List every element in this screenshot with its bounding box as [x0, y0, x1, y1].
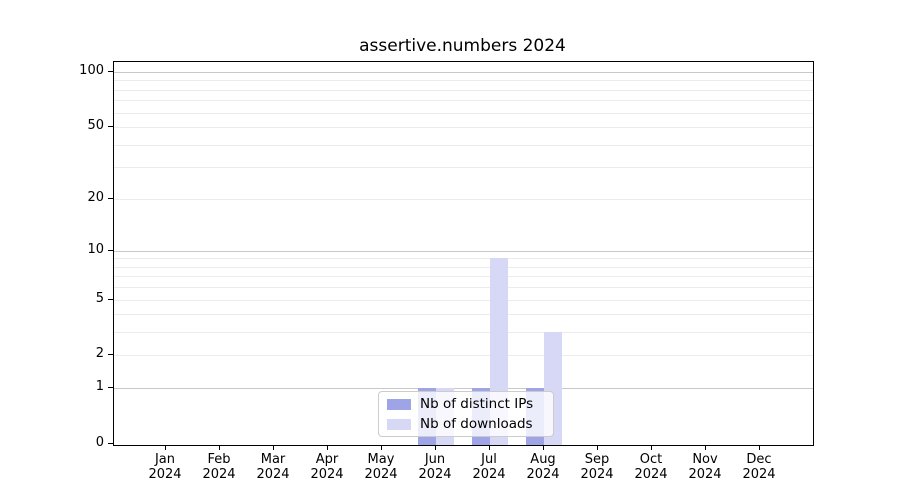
legend-swatch-distinct-ips-icon [387, 398, 411, 410]
y-tick-label: 10 [87, 241, 104, 257]
y-gridline-minor [114, 276, 813, 278]
x-month-label-apr: Apr 2024 [310, 452, 344, 482]
y-gridline-minor [114, 89, 813, 91]
legend-swatch-downloads-icon [387, 418, 411, 430]
x-month-label-dec: Dec 2024 [742, 452, 776, 482]
y-gridline-minor [114, 258, 813, 260]
y-tick [108, 197, 113, 199]
x-tick [543, 445, 544, 450]
y-tick [108, 249, 113, 251]
y-tick-label: 0 [95, 435, 104, 450]
x-month-label-nov: Nov 2024 [688, 452, 722, 482]
x-month-label-jan: Jan 2024 [148, 452, 182, 482]
y-gridline-minor [114, 332, 813, 334]
y-gridline-major [114, 388, 813, 390]
y-gridline-minor [114, 144, 813, 146]
x-month-label-sep: Sep 2024 [580, 452, 614, 482]
legend-label-downloads: Nb of downloads [420, 416, 533, 432]
y-gridline-minor [114, 167, 813, 169]
y-gridline-minor [114, 299, 813, 301]
legend-label-distinct-ips: Nb of distinct IPs [420, 396, 534, 412]
x-month-label-oct: Oct 2024 [634, 452, 668, 482]
y-tick [108, 71, 113, 72]
y-tick-label: 50 [87, 118, 104, 134]
x-month-label-jun: Jun 2024 [418, 452, 452, 482]
x-month-label-mar: Mar 2024 [256, 452, 290, 482]
y-gridline-minor [114, 355, 813, 357]
x-tick [597, 445, 598, 450]
y-gridline-minor [114, 100, 813, 102]
x-tick [759, 445, 760, 450]
y-tick-label: 2 [95, 346, 104, 362]
x-month-label-jul: Jul 2024 [472, 452, 506, 482]
plot-area [113, 61, 814, 446]
chart-title: assertive.numbers 2024 [359, 36, 566, 56]
y-tick-label: 1 [95, 379, 104, 395]
y-tick [108, 387, 113, 389]
y-gridline-minor [114, 127, 813, 129]
legend: Nb of distinct IPs Nb of downloads [378, 391, 554, 437]
x-month-label-may: May 2024 [364, 452, 398, 482]
x-tick [489, 445, 490, 450]
y-tick [108, 298, 113, 300]
x-tick [219, 445, 220, 450]
y-gridline-minor [114, 198, 813, 200]
y-tick-label: 100 [79, 63, 104, 78]
x-tick [705, 445, 706, 450]
y-gridline-minor [114, 112, 813, 114]
y-tick [108, 443, 113, 444]
legend-item-distinct-ips: Nb of distinct IPs [387, 397, 553, 411]
x-month-label-feb: Feb 2024 [202, 452, 236, 482]
y-tick [108, 126, 113, 128]
y-tick [108, 354, 113, 356]
y-gridline-minor [114, 314, 813, 316]
x-tick [165, 445, 166, 450]
x-tick [651, 445, 652, 450]
y-gridline-major [114, 250, 813, 252]
y-tick-label: 5 [95, 290, 104, 306]
x-tick [327, 445, 328, 450]
legend-item-downloads: Nb of downloads [387, 417, 553, 431]
y-gridline-minor [114, 80, 813, 82]
x-month-label-aug: Aug 2024 [526, 452, 560, 482]
x-tick [273, 445, 274, 450]
y-tick-label: 20 [87, 189, 104, 205]
y-gridline-minor [114, 266, 813, 268]
y-gridline-major [114, 72, 813, 73]
x-tick [435, 445, 436, 450]
y-gridline-minor [114, 287, 813, 289]
x-tick [381, 445, 382, 450]
